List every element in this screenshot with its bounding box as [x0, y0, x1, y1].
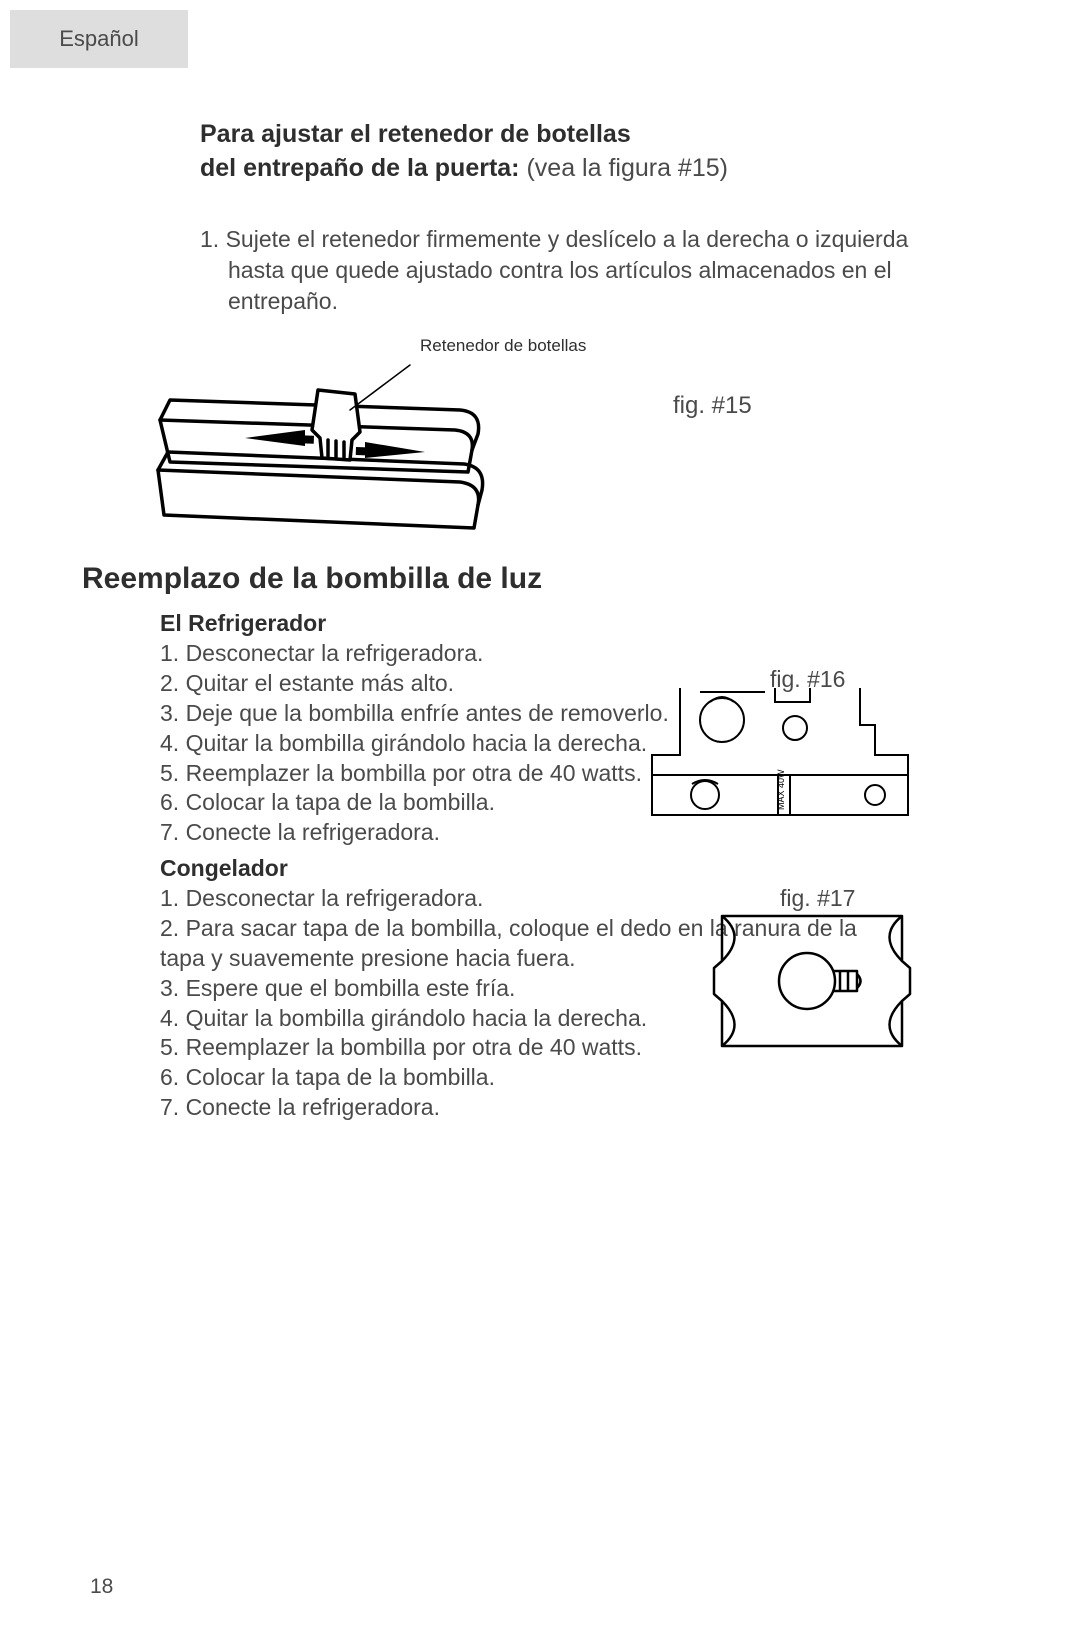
figure-15: Retenedor de botellas fig. #15 [90, 336, 1010, 556]
fridge-step: 7. Conecte la refrigeradora. [160, 818, 880, 848]
intro-heading-line2-bold: del entrepaño de la puerta: [200, 154, 520, 182]
freezer-subheading: Congelador [160, 855, 880, 882]
fridge-bulb-diagram-icon: MAX 40W [650, 680, 910, 820]
freezer-step: 6. Colocar la tapa de la bombilla. [160, 1063, 880, 1093]
freezer-step: 7. Conecte la refrigeradora. [160, 1093, 880, 1123]
figure-15-caption: fig. #15 [673, 392, 752, 420]
intro-heading: Para ajustar el retenedor de botellas de… [200, 118, 1000, 186]
retainer-diagram-icon [150, 360, 500, 550]
freezer-bulb-diagram-icon [712, 906, 912, 1056]
intro-heading-note: (vea la figura #15) [520, 154, 728, 182]
fridge-subheading: El Refrigerador [160, 610, 880, 637]
retainer-label: Retenedor de botellas [420, 336, 586, 356]
intro-block: Para ajustar el retenedor de botellas de… [200, 118, 1000, 317]
language-tab: Español [10, 10, 188, 68]
page-number: 18 [90, 1575, 113, 1599]
fridge-step: 1. Desconectar la refrigeradora. [160, 639, 880, 669]
max-40w-label: MAX 40W [776, 769, 786, 810]
intro-step-1: 1. Sujete el retenedor firmemente y desl… [200, 224, 1000, 317]
intro-heading-line1: Para ajustar el retenedor de botellas [200, 120, 631, 148]
section-heading: Reemplazo de la bombilla de luz [82, 562, 542, 596]
